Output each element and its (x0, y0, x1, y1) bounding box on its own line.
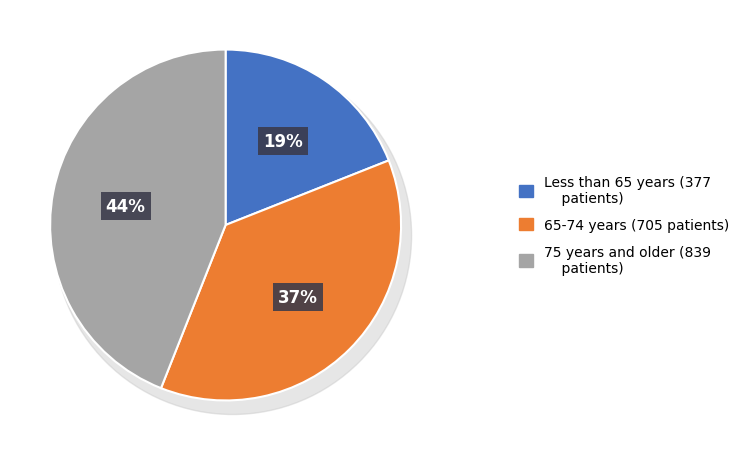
Circle shape (53, 57, 411, 414)
Text: 37%: 37% (277, 288, 317, 306)
Wedge shape (50, 51, 226, 388)
Text: 19%: 19% (263, 133, 302, 151)
Legend: Less than 65 years (377
    patients), 65-74 years (705 patients), 75 years and : Less than 65 years (377 patients), 65-74… (520, 176, 729, 275)
Text: 44%: 44% (106, 198, 146, 216)
Wedge shape (226, 51, 389, 226)
Wedge shape (161, 161, 401, 400)
